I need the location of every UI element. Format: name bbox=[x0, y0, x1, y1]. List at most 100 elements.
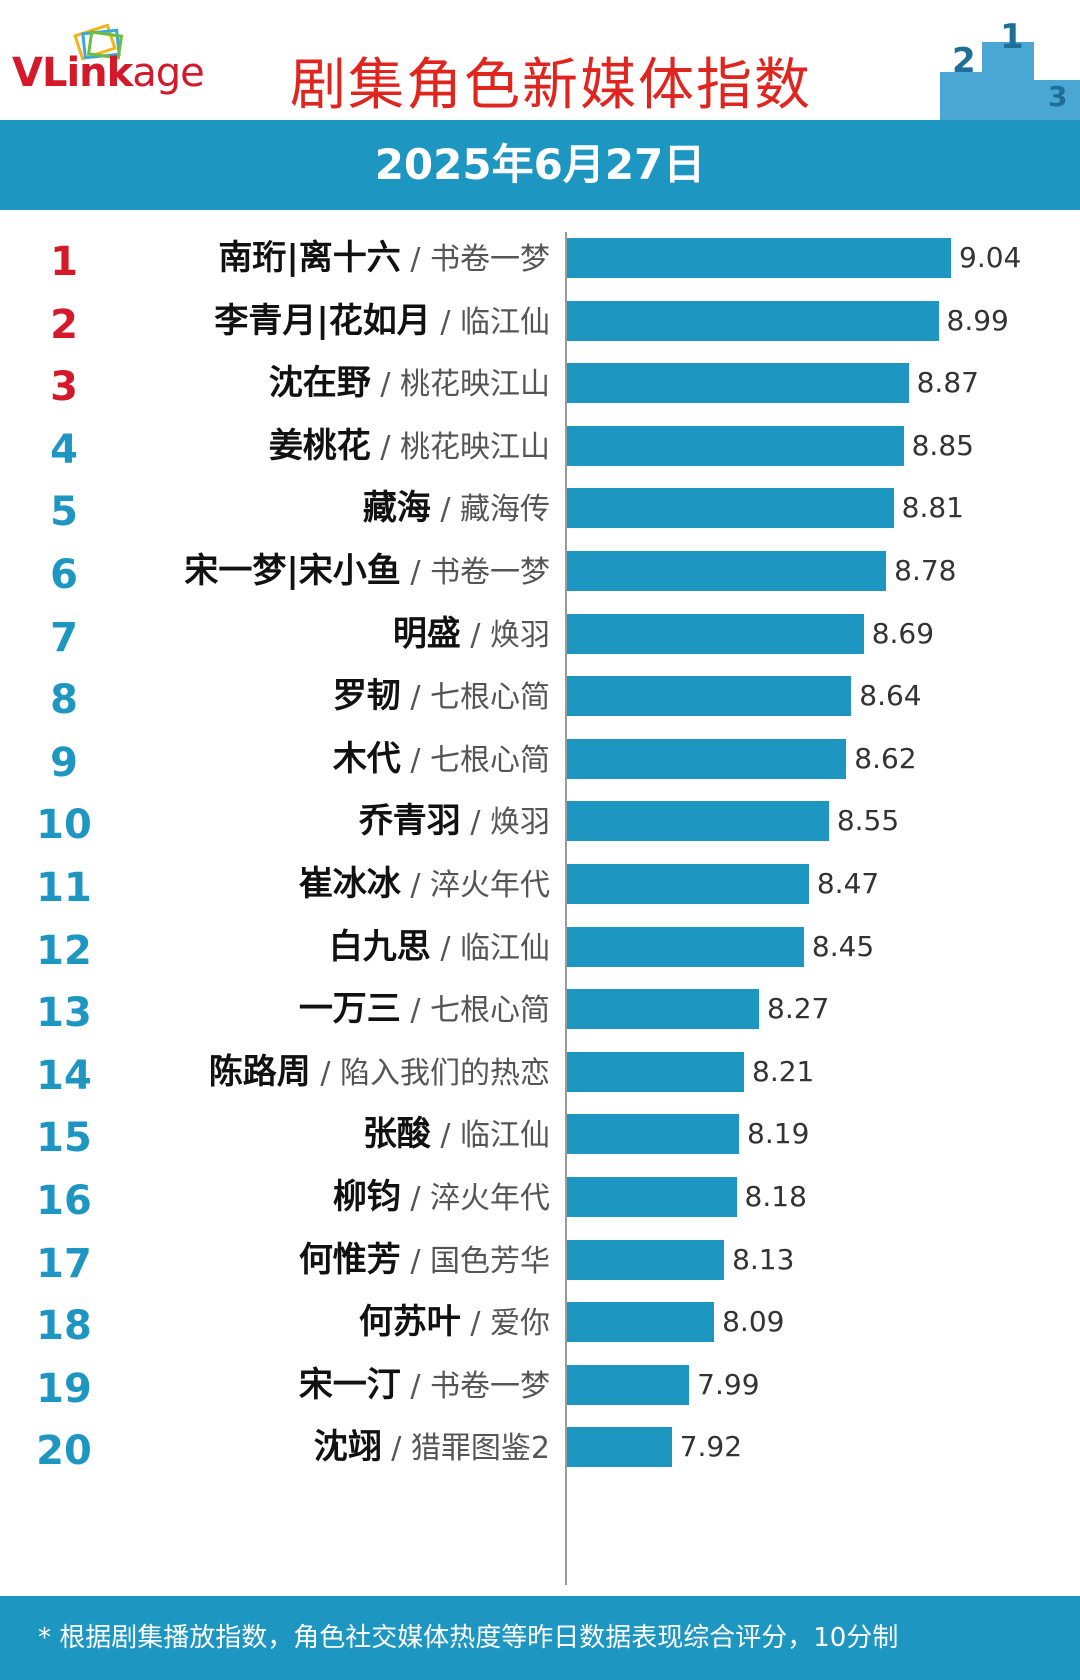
drama-name: 国色芳华 bbox=[430, 1243, 550, 1279]
bar bbox=[567, 989, 759, 1030]
value-label: 8.85 bbox=[911, 428, 974, 462]
label-separator: / bbox=[400, 555, 430, 590]
label-separator: / bbox=[400, 1243, 430, 1279]
svg-text:3: 3 bbox=[1048, 80, 1067, 113]
label-separator: / bbox=[370, 429, 400, 465]
bar bbox=[567, 926, 804, 967]
row-label: 李青月|花如月 / 临江仙 bbox=[214, 288, 550, 355]
bar bbox=[567, 1239, 725, 1280]
label-separator: / bbox=[430, 304, 460, 340]
row-label: 木代 / 七根心简 bbox=[333, 726, 550, 793]
drama-name: 桃花映江山 bbox=[400, 429, 550, 465]
row-label: 白九思 / 临江仙 bbox=[329, 914, 550, 981]
value-label: 8.21 bbox=[752, 1054, 815, 1088]
chart-row: 15 张酸 / 临江仙 8.19 bbox=[0, 1101, 1080, 1168]
rank-number: 7 bbox=[50, 614, 78, 661]
label-separator: / bbox=[400, 742, 430, 778]
row-label: 张酸 / 临江仙 bbox=[363, 1101, 550, 1168]
value-label: 8.18 bbox=[744, 1180, 807, 1213]
drama-name: 淬火年代 bbox=[430, 868, 550, 903]
chart-row: 10 乔青羽 / 焕羽 8.55 bbox=[0, 788, 1080, 855]
bar bbox=[567, 1051, 745, 1092]
drama-name: 爱你 bbox=[490, 1306, 550, 1342]
row-label: 藏海 / 藏海传 bbox=[363, 475, 550, 542]
role-name: 张酸 bbox=[362, 1114, 431, 1155]
row-label: 南珩|离十六 / 书卷一梦 bbox=[218, 225, 550, 292]
role-name: 一万三 bbox=[298, 989, 401, 1030]
logo-text-part: VLink bbox=[12, 50, 133, 96]
row-label: 明盛 / 焕羽 bbox=[393, 601, 550, 668]
drama-name: 临江仙 bbox=[460, 304, 550, 340]
bar bbox=[567, 1427, 672, 1468]
value-label: 7.92 bbox=[679, 1430, 743, 1464]
drama-name: 焕羽 bbox=[490, 617, 550, 653]
row-label: 宋一汀 / 书卷一梦 bbox=[299, 1352, 550, 1419]
header: VLinkage 剧集角色新媒体指数 2 1 3 bbox=[0, 0, 1080, 120]
role-name: 白九思 bbox=[328, 926, 431, 967]
bar bbox=[567, 864, 809, 904]
label-separator: / bbox=[400, 242, 430, 277]
rank-number: 15 bbox=[36, 1115, 92, 1162]
rank-number: 2 bbox=[50, 301, 78, 348]
role-name: 何惟芳 bbox=[298, 1239, 401, 1280]
rank-number: 10 bbox=[36, 802, 92, 849]
role-name: 宋一梦|宋小鱼 bbox=[184, 551, 401, 591]
rank-number: 9 bbox=[50, 739, 78, 786]
chart-row: 7 明盛 / 焕羽 8.69 bbox=[0, 601, 1080, 668]
drama-name: 临江仙 bbox=[460, 1118, 550, 1154]
bar bbox=[567, 1302, 715, 1343]
label-separator: / bbox=[430, 1118, 460, 1154]
bar bbox=[567, 1364, 690, 1405]
chart-row: 12 白九思 / 临江仙 8.45 bbox=[0, 914, 1080, 981]
drama-name: 焕羽 bbox=[490, 805, 550, 841]
rank-number: 6 bbox=[50, 552, 78, 598]
chart-row: 20 沈翊 / 猎罪图鉴2 7.92 bbox=[0, 1414, 1080, 1481]
drama-name: 书卷一梦 bbox=[430, 555, 550, 590]
bar bbox=[567, 425, 904, 466]
date-band: 2025年6月27日 bbox=[0, 120, 1080, 210]
vlinkage-logo: VLinkage bbox=[12, 24, 242, 104]
rank-number: 12 bbox=[36, 927, 92, 974]
drama-name: 桃花映江山 bbox=[400, 367, 550, 403]
row-label: 何苏叶 / 爱你 bbox=[359, 1289, 550, 1356]
ranking-chart: 1 南珩|离十六 / 书卷一梦 9.04 2 李青月|花如月 / 临江仙 8.99 3 沈在野… bbox=[0, 210, 1080, 1590]
role-name: 罗韧 bbox=[332, 676, 401, 717]
bar bbox=[567, 488, 894, 529]
value-label: 8.81 bbox=[901, 491, 964, 525]
footnote: * 根据剧集播放指数，角色社交媒体热度等昨日数据表现综合评分，10分制 bbox=[38, 1623, 899, 1653]
row-label: 罗韧 / 七根心简 bbox=[333, 663, 550, 730]
chart-row: 11 崔冰冰 / 淬火年代 8.47 bbox=[0, 851, 1080, 918]
rank-number: 13 bbox=[36, 990, 92, 1037]
chart-row: 5 藏海 / 藏海传 8.81 bbox=[0, 475, 1080, 542]
drama-name: 猎罪图鉴2 bbox=[410, 1431, 550, 1467]
chart-row: 6 宋一梦|宋小鱼 / 书卷一梦 8.78 bbox=[0, 538, 1080, 605]
row-label: 沈在野 / 桃花映江山 bbox=[269, 350, 550, 417]
rank-number: 5 bbox=[50, 489, 78, 536]
row-label: 宋一梦|宋小鱼 / 书卷一梦 bbox=[184, 538, 550, 605]
drama-name: 书卷一梦 bbox=[430, 1368, 550, 1404]
rank-number: 19 bbox=[36, 1365, 92, 1412]
rank-number: 14 bbox=[36, 1052, 92, 1099]
role-name: 李青月|花如月 bbox=[214, 300, 431, 341]
drama-name: 淬火年代 bbox=[430, 1181, 550, 1216]
label-separator: / bbox=[310, 1055, 340, 1091]
rank-number: 1 bbox=[50, 239, 78, 285]
drama-name: 书卷一梦 bbox=[430, 242, 550, 277]
value-label: 8.87 bbox=[916, 366, 979, 400]
drama-name: 七根心简 bbox=[430, 993, 550, 1029]
row-label: 沈翊 / 猎罪图鉴2 bbox=[314, 1414, 550, 1481]
label-separator: / bbox=[370, 367, 400, 403]
role-name: 明盛 bbox=[392, 613, 461, 654]
label-separator: / bbox=[460, 1306, 490, 1342]
label-separator: / bbox=[400, 1368, 430, 1404]
bar bbox=[567, 551, 887, 591]
rank-number: 17 bbox=[36, 1240, 92, 1287]
chart-row: 18 何苏叶 / 爱你 8.09 bbox=[0, 1289, 1080, 1356]
page-title: 剧集角色新媒体指数 bbox=[290, 53, 812, 118]
value-label: 8.69 bbox=[871, 616, 935, 650]
row-label: 柳钧 / 淬火年代 bbox=[333, 1164, 550, 1231]
value-label: 7.99 bbox=[697, 1367, 760, 1401]
label-separator: / bbox=[460, 617, 490, 653]
row-label: 乔青羽 / 焕羽 bbox=[359, 788, 550, 855]
label-separator: / bbox=[400, 1181, 430, 1216]
